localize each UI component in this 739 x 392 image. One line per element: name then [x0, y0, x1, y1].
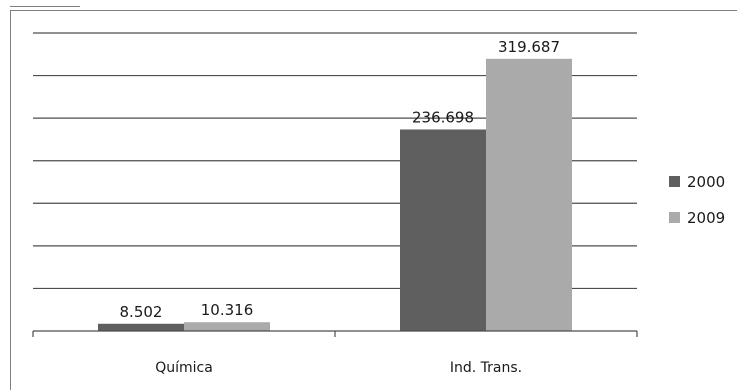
data-labels: 8.502 10.316 236.698 319.687	[120, 38, 560, 321]
data-label: 10.316	[201, 301, 254, 319]
x-axis: Química Ind. Trans.	[32, 330, 638, 376]
legend-label: 2009	[687, 209, 725, 227]
bar-2000-0	[98, 323, 184, 331]
x-tick-label: Química	[155, 360, 213, 376]
bar-2009-0	[184, 322, 270, 331]
legend: 2000 2009	[669, 173, 725, 227]
chart-frame	[10, 10, 737, 390]
gridlines	[33, 32, 637, 290]
bar-2000-1	[400, 129, 486, 331]
data-label: 8.502	[120, 303, 163, 321]
legend-label: 2000	[687, 173, 725, 191]
legend-swatch	[669, 176, 680, 187]
data-label: 236.698	[412, 108, 474, 126]
top-clipped-stroke	[10, 0, 80, 7]
data-label: 319.687	[498, 38, 560, 56]
legend-swatch	[669, 212, 680, 223]
bar-2009-1	[486, 58, 572, 331]
x-tick-label: Ind. Trans.	[450, 360, 522, 376]
bars	[98, 58, 572, 331]
